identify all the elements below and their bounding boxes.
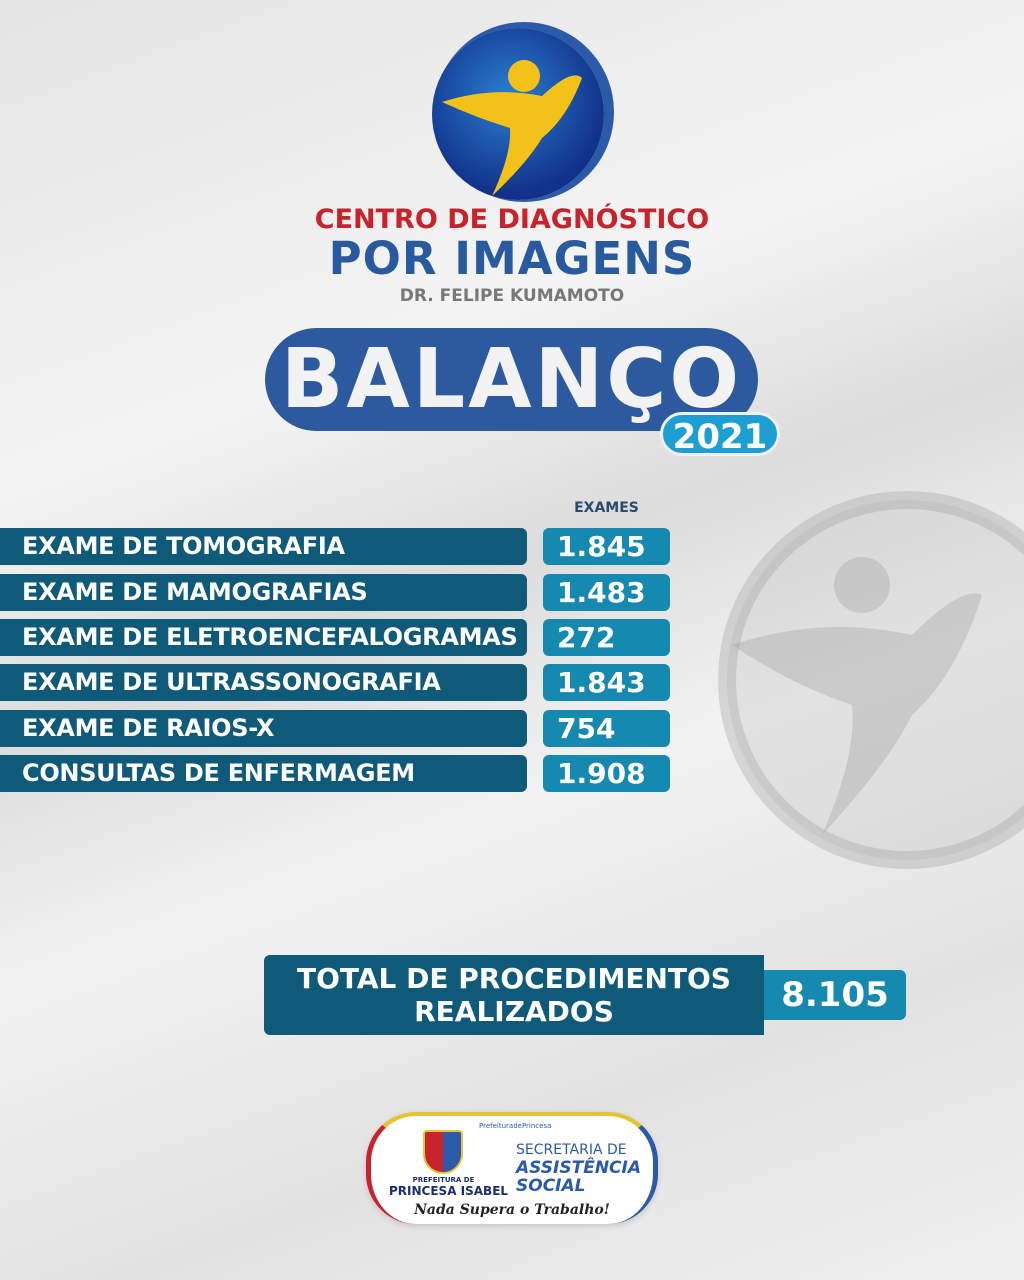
header-line3: DR. FELIPE KUMAMOTO — [399, 286, 625, 306]
social-label: SOCIAL — [516, 1176, 586, 1196]
row-label: EXAME DE TOMOGRAFIA — [0, 528, 527, 565]
column-header: EXAMES — [574, 500, 639, 516]
prefeitura-name: PRINCESA ISABEL — [389, 1184, 509, 1198]
cdi-logo — [432, 28, 604, 200]
social-handle: PrefeituradePrincesa — [479, 1122, 552, 1130]
row-value: 1.908 — [543, 755, 670, 792]
footer-badge: PrefeituradePrincesa PREFEITURA DE PRINC… — [366, 1112, 658, 1224]
row-value: 1.845 — [543, 528, 670, 565]
table-row: CONSULTAS DE ENFERMAGEM 1.908 — [0, 755, 670, 792]
row-value: 754 — [543, 710, 670, 747]
slogan: Nada Supera o Trabalho! — [414, 1202, 610, 1218]
year-pill: 2021 — [660, 412, 780, 457]
row-label: EXAME DE RAIOS-X — [0, 710, 527, 747]
table-row: EXAME DE RAIOS-X 754 — [0, 710, 670, 747]
assistencia-label: ASSISTÊNCIA — [516, 1158, 642, 1178]
total-label: TOTAL DE PROCEDIMENTOS REALIZADOS — [264, 955, 764, 1035]
row-value: 272 — [543, 619, 670, 656]
row-label: CONSULTAS DE ENFERMAGEM — [0, 755, 527, 792]
total-value: 8.105 — [764, 970, 906, 1020]
prefeitura-small: PREFEITURA DE — [412, 1176, 475, 1184]
total-label-line2: REALIZADOS — [414, 995, 614, 1028]
table-row: EXAME DE ELETROENCEFALOGRAMAS 272 — [0, 619, 670, 656]
watermark-logo — [712, 475, 1024, 895]
row-label: EXAME DE ULTRASSONOGRAFIA — [0, 664, 527, 701]
header-line1: CENTRO DE DIAGNÓSTICO — [314, 204, 710, 235]
header-line2: POR IMAGENS — [328, 232, 696, 285]
secretaria-label: SECRETARIA DE — [516, 1142, 627, 1158]
row-value: 1.483 — [543, 574, 670, 611]
table-row: EXAME DE MAMOGRAFIAS 1.483 — [0, 574, 670, 611]
table-row: EXAME DE ULTRASSONOGRAFIA 1.843 — [0, 664, 670, 701]
row-label: EXAME DE ELETROENCEFALOGRAMAS — [0, 619, 527, 656]
total-label-line1: TOTAL DE PROCEDIMENTOS — [297, 962, 731, 995]
row-label: EXAME DE MAMOGRAFIAS — [0, 574, 527, 611]
row-value: 1.843 — [543, 664, 670, 701]
table-row: EXAME DE TOMOGRAFIA 1.845 — [0, 528, 670, 565]
coat-of-arms-icon — [423, 1130, 463, 1174]
